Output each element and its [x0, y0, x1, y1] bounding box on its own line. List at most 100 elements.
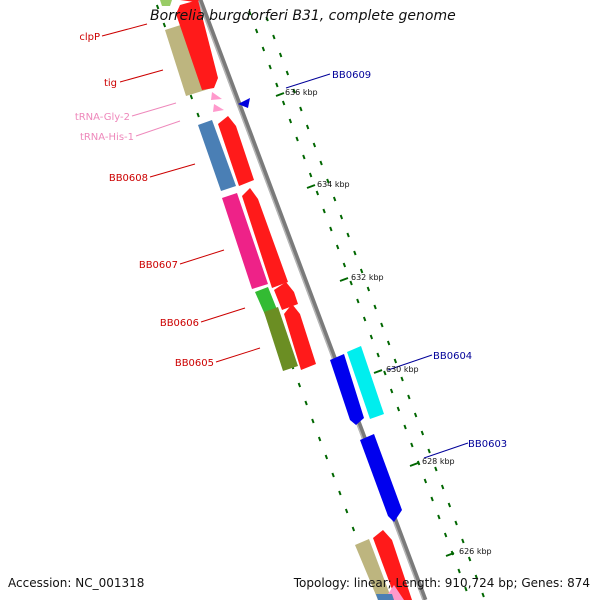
leader-BB0608: [149, 163, 196, 178]
tick-mark: [297, 382, 302, 388]
feature-BB0608-red[interactable]: [218, 116, 254, 186]
scale-tick-634: [306, 184, 316, 189]
tick-mark: [272, 34, 276, 40]
tick-mark: [162, 22, 167, 28]
tick-mark: [423, 478, 428, 484]
tick-mark: [353, 250, 357, 256]
tick-mark: [376, 352, 380, 358]
scale-label-626: 626 kbp: [459, 547, 492, 556]
tick-mark: [339, 214, 344, 220]
tick-mark: [278, 52, 283, 58]
tick-mark: [389, 388, 394, 394]
tick-mark: [261, 46, 266, 52]
tick-mark: [335, 244, 340, 250]
tick-mark: [326, 178, 330, 184]
feature-BB0609[interactable]: [238, 98, 250, 108]
tick-mark: [467, 556, 472, 562]
leader-BB0605: [215, 347, 261, 363]
accession-text: Accession: NC_001318: [8, 576, 145, 590]
label-tRNA-Gly-2: tRNA-Gly-2: [75, 112, 130, 123]
feature-bottom-tan[interactable]: [355, 539, 392, 600]
feature-BB0607-red[interactable]: [242, 188, 288, 288]
scale-label-632: 632 kbp: [351, 273, 384, 282]
leader-lines: [101, 23, 469, 459]
leader-tRNA-Gly-2: [131, 102, 177, 117]
tick-mark: [288, 118, 293, 124]
scale-tick-630: [373, 369, 383, 374]
leader-clpP: [101, 23, 148, 37]
tick-mark: [295, 136, 299, 142]
leader-BB0604: [387, 354, 433, 371]
label-BB0607: BB0607: [139, 260, 178, 271]
tick-mark: [457, 568, 461, 574]
tick-mark: [400, 376, 404, 382]
feature-tRNA-Gly-2[interactable]: [211, 92, 222, 100]
label-BB0606: BB0606: [160, 318, 199, 329]
tick-mark: [302, 154, 306, 160]
feature-BB0604-blue[interactable]: [330, 354, 364, 425]
scale-tick-636: [275, 92, 285, 97]
tick-mark: [373, 304, 377, 310]
tick-mark: [319, 160, 323, 166]
label-BB0604: BB0604: [433, 351, 472, 362]
tick-mark: [331, 472, 335, 478]
tick-mark: [349, 280, 353, 286]
tick-mark: [443, 532, 448, 538]
scale-label-636: 636 kbp: [285, 88, 318, 97]
leader-BB0603: [423, 442, 469, 459]
tick-mark: [396, 406, 401, 412]
tick-mark: [254, 28, 259, 34]
feature-BB0608[interactable]: [198, 120, 236, 191]
tick-mark: [427, 448, 431, 454]
topology-text: Topology: linear; Length: 910,724 bp; Ge…: [293, 576, 590, 590]
scale-tick-628: [409, 462, 419, 467]
tick-mark: [437, 514, 441, 520]
tick-mark: [248, 10, 252, 16]
feature-clpP-red[interactable]: [176, 0, 218, 90]
feature-BB0605-red[interactable]: [284, 304, 316, 370]
feature-top-green[interactable]: [160, 0, 172, 6]
leader-BB0607: [179, 249, 225, 265]
feature-BB0607[interactable]: [222, 193, 268, 289]
tick-mark: [299, 106, 303, 112]
tick-mark: [461, 538, 465, 544]
tick-mark: [329, 226, 333, 232]
left-labels: clpP tig tRNA-Gly-2 tRNA-His-1 BB0608 BB…: [75, 32, 214, 369]
feature-BB0606-red[interactable]: [274, 282, 298, 310]
tick-mark: [265, 16, 269, 22]
tick-mark: [416, 460, 421, 466]
label-BB0608: BB0608: [109, 173, 148, 184]
tick-mark: [342, 262, 347, 268]
tick-mark: [481, 592, 485, 598]
feature-tRNA-His-1[interactable]: [213, 104, 224, 112]
tick-mark: [268, 64, 272, 70]
tick-mark: [430, 496, 434, 502]
tick-mark: [351, 526, 356, 532]
label-tRNA-His-1: tRNA-His-1: [80, 132, 134, 143]
feature-BB0605[interactable]: [264, 307, 298, 371]
tick-mark: [440, 484, 445, 490]
tick-mark: [386, 340, 391, 346]
leader-tig: [119, 69, 164, 83]
feature-BB0604[interactable]: [347, 346, 384, 419]
scale-label-630: 630 kbp: [386, 365, 419, 374]
scale-label-628: 628 kbp: [422, 457, 455, 466]
tick-mark: [292, 88, 296, 94]
tick-mark: [308, 172, 313, 178]
feature-bottom-blue[interactable]: [376, 594, 394, 600]
feature-BB0603[interactable]: [360, 434, 402, 522]
tick-mark: [346, 232, 350, 238]
tick-mark: [410, 442, 414, 448]
scale-labels: 636 kbp 634 kbp 632 kbp 630 kbp 628 kbp …: [275, 88, 492, 557]
tick-mark: [403, 424, 407, 430]
tick-mark: [359, 268, 364, 274]
feature-bottom-red[interactable]: [373, 530, 412, 600]
tick-mark: [189, 94, 194, 100]
tick-mark: [275, 82, 279, 88]
tick-mark: [322, 208, 326, 214]
tick-mark: [338, 490, 342, 496]
tick-mark: [344, 508, 349, 514]
feature-top-red[interactable]: [180, 0, 200, 2]
